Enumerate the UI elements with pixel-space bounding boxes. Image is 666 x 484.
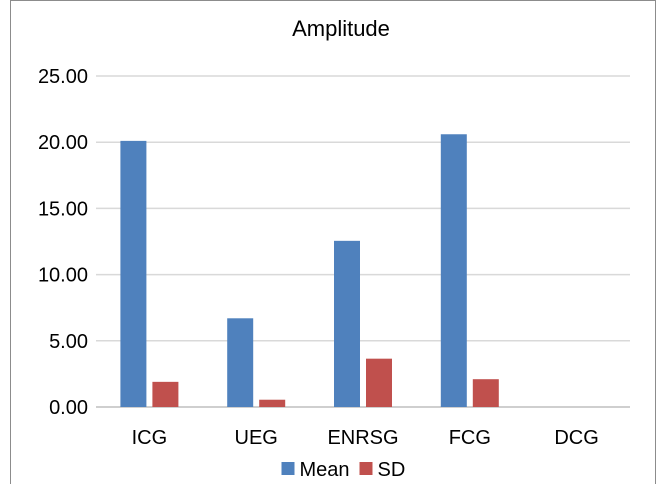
y-tick-label: 25.00 bbox=[38, 66, 88, 88]
legend-swatch-mean bbox=[281, 462, 295, 475]
y-tick-label: 15.00 bbox=[38, 198, 88, 220]
y-tick-label: 5.00 bbox=[49, 331, 88, 353]
legend-label-mean: Mean bbox=[300, 459, 350, 481]
y-tick-label: 20.00 bbox=[38, 132, 88, 154]
chart-title: Amplitude bbox=[292, 16, 390, 41]
y-tick-label: 0.00 bbox=[49, 397, 88, 419]
y-tick-label: 10.00 bbox=[38, 265, 88, 287]
x-category-label: DCG bbox=[554, 427, 598, 449]
bar-mean-fcg bbox=[440, 134, 467, 408]
x-category-label: ICG bbox=[132, 427, 168, 449]
x-category-label: FCG bbox=[449, 427, 491, 449]
bar-mean-enrsg bbox=[334, 240, 360, 407]
chart-frame bbox=[10, 0, 656, 484]
gridlines bbox=[96, 75, 630, 408]
x-category-label: UEG bbox=[235, 427, 278, 449]
bar-sd-ueg bbox=[259, 399, 286, 407]
legend-label-sd: SD bbox=[378, 459, 406, 481]
bar-mean-ueg bbox=[227, 318, 254, 407]
bars bbox=[120, 134, 499, 408]
legend: Mean SD bbox=[281, 459, 406, 481]
bar-sd-enrsg bbox=[366, 358, 392, 407]
x-category-label: ENRSG bbox=[327, 427, 398, 449]
bar-sd-fcg bbox=[472, 379, 499, 407]
legend-swatch-sd bbox=[359, 462, 373, 475]
bar-mean-icg bbox=[120, 140, 147, 407]
y-axis-ticks: 0.00 5.00 10.00 15.00 20.00 25.00 bbox=[38, 66, 88, 419]
bar-sd-icg bbox=[152, 381, 179, 407]
x-axis-categories: ICG UEG ENRSG FCG DCG bbox=[132, 427, 599, 449]
